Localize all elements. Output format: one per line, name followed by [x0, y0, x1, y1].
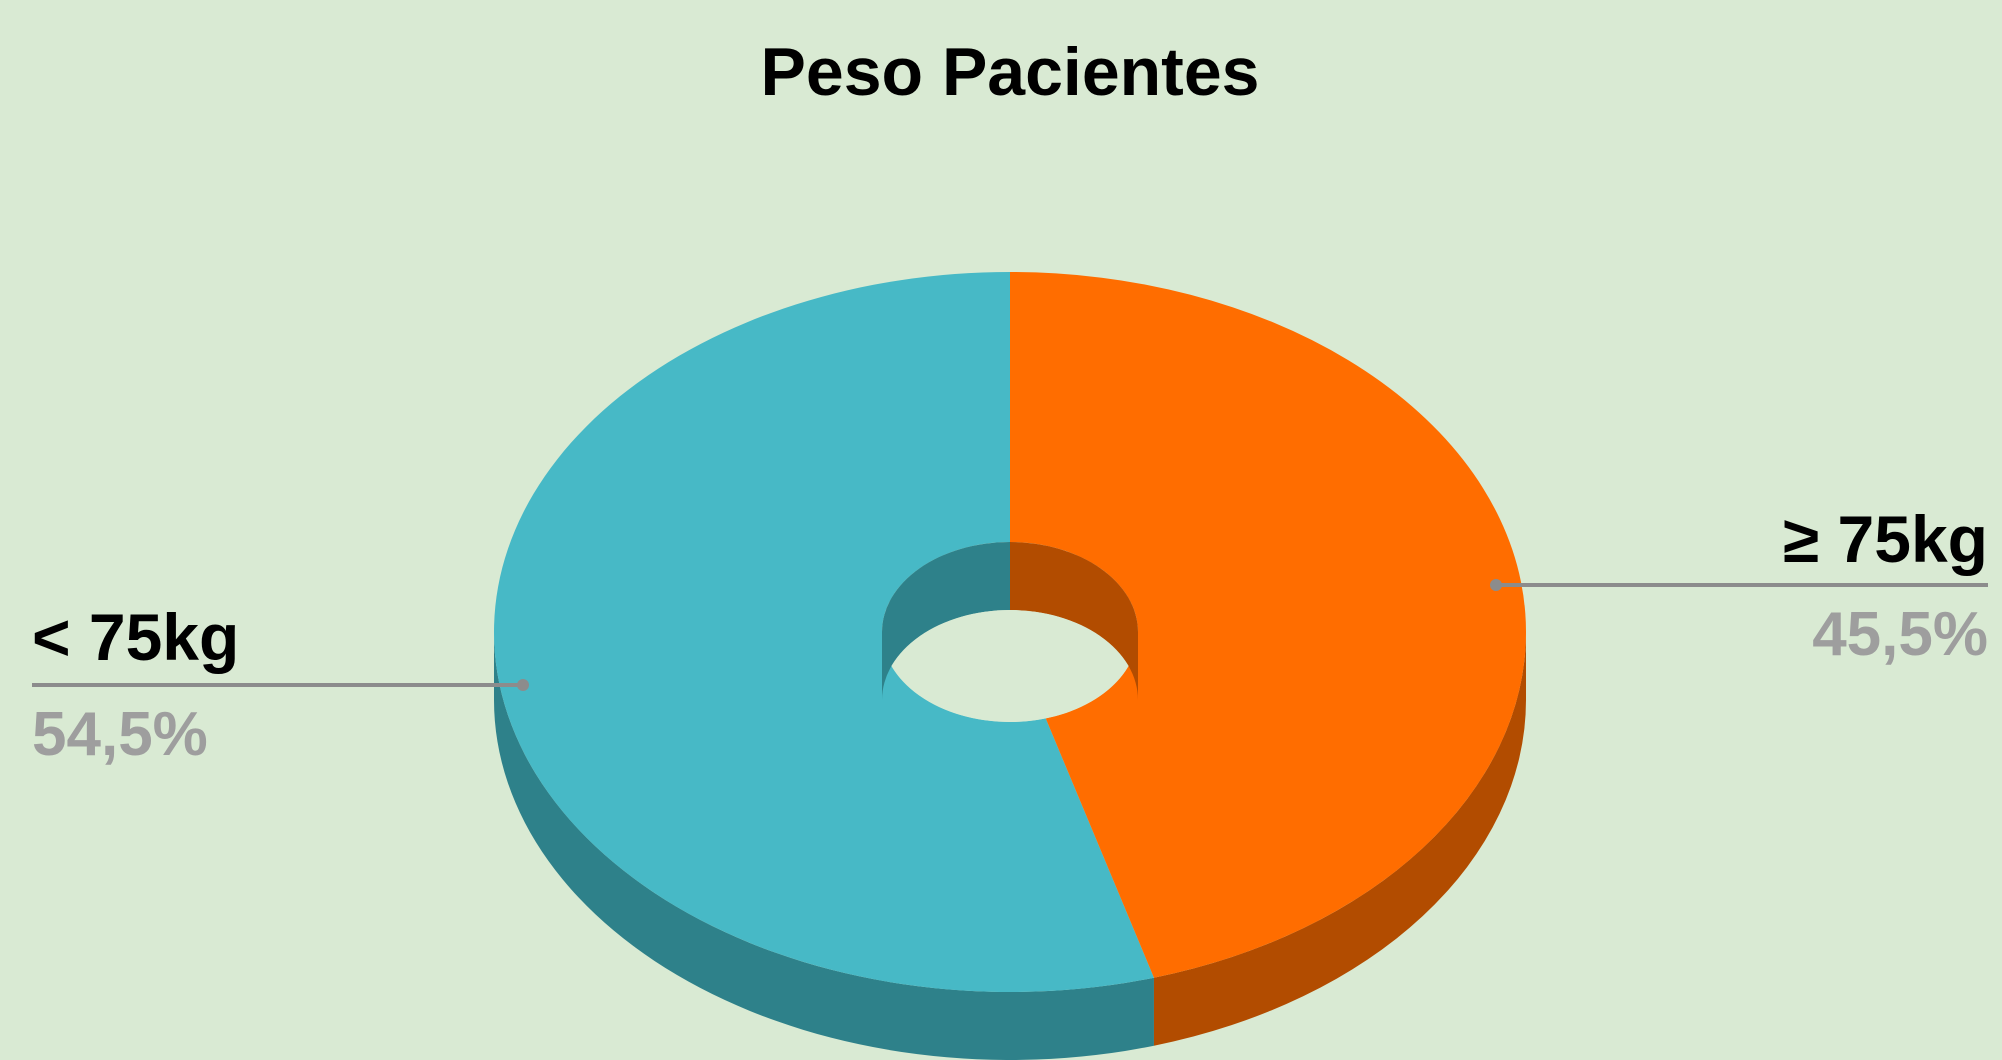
pie-slice-0 [494, 272, 1154, 992]
pie-slice-1 [1010, 272, 1527, 978]
pie-labels: < 75kg 54,5% ≥ 75kg 45,5% [32, 502, 1988, 769]
value-label-1: 45,5% [1812, 600, 1988, 669]
chart-title: Peso Pacientes [761, 34, 1260, 110]
pie-side-0 [494, 632, 1154, 1060]
donut-hole-walls [882, 542, 1138, 722]
category-label-1: ≥ 75kg [1783, 502, 1988, 576]
value-label-0: 54,5% [32, 700, 208, 769]
category-label-0: < 75kg [32, 600, 239, 674]
pie-sides [494, 632, 1526, 1060]
pie-side-1 [1153, 632, 1526, 1046]
leader-dot-0 [517, 679, 529, 691]
donut-hole [882, 610, 1138, 722]
pie-tops [494, 272, 1527, 992]
leader-dot-1 [1490, 579, 1502, 591]
hole-wall-1-0 [1010, 542, 1138, 700]
hole-wall-0-0 [882, 542, 1010, 700]
